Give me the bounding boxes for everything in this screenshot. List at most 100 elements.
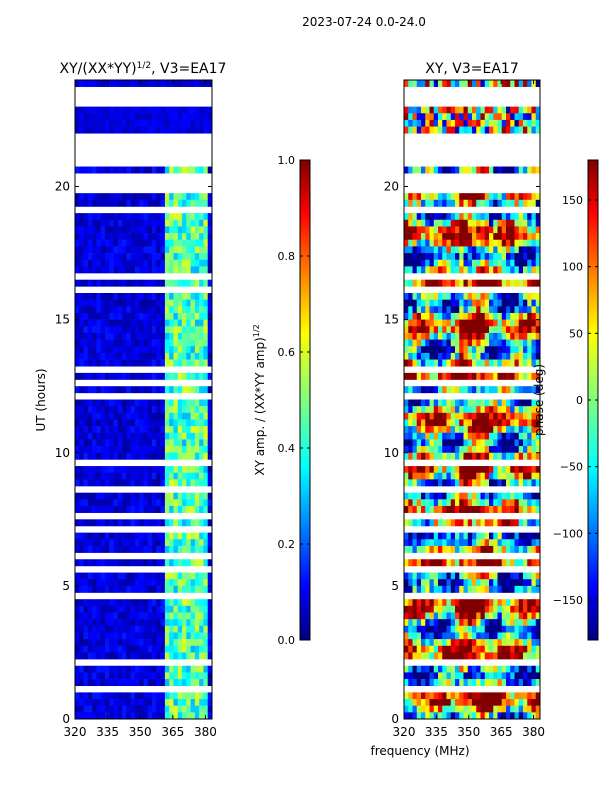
left-cell [79, 239, 84, 247]
left-cell [117, 652, 123, 660]
left-cell [190, 352, 196, 360]
right-cell [518, 219, 524, 227]
right-cell [446, 233, 452, 241]
left-cell [152, 612, 157, 620]
left-cell [92, 246, 97, 254]
right-cell [433, 632, 439, 640]
right-cell [408, 233, 413, 241]
right-cell [467, 266, 473, 274]
right-cell [463, 532, 469, 540]
left-cell [203, 233, 209, 241]
right-cell [425, 619, 430, 627]
left-cell [134, 426, 140, 434]
left-cell [177, 406, 183, 414]
right-cell [463, 193, 469, 201]
right-cell [501, 266, 507, 274]
right-cell [518, 432, 524, 440]
left-cell [156, 306, 161, 314]
right-cell [421, 672, 426, 680]
left-cell [173, 679, 179, 687]
right-cell [531, 612, 537, 620]
left-cell [177, 479, 183, 487]
right-cell [459, 472, 464, 480]
right-cell [535, 399, 541, 407]
left-cell [130, 705, 136, 713]
left-cell [199, 625, 204, 633]
right-cell [429, 506, 435, 513]
left-cell [182, 259, 187, 267]
right-cell [535, 519, 541, 527]
left-cell [194, 113, 200, 121]
left-cell [75, 559, 80, 567]
left-cell [134, 226, 140, 234]
right-cell [416, 406, 422, 414]
left-cell [203, 199, 209, 207]
right-cell [459, 279, 464, 287]
right-cell [497, 679, 503, 687]
right-cell [450, 585, 456, 593]
right-cell [425, 352, 430, 360]
right-cell [497, 193, 503, 201]
left-cell [96, 412, 101, 420]
right-cell [472, 599, 477, 607]
right-cell [497, 519, 503, 527]
left-cell [126, 119, 131, 127]
right-cell [408, 492, 413, 500]
right-cell [412, 466, 418, 474]
left-cell [152, 213, 157, 221]
right-cell [446, 432, 452, 440]
left-cell [79, 672, 84, 680]
left-cell [117, 126, 123, 134]
right-cell [472, 679, 477, 687]
right-cell [510, 692, 515, 700]
left-cell [139, 352, 144, 360]
left-cell [182, 372, 187, 380]
right-cell [412, 672, 418, 680]
right-cell [404, 585, 409, 593]
right-cell [416, 372, 422, 380]
left-cell [126, 645, 131, 653]
left-cell [152, 452, 157, 460]
right-cell [459, 492, 464, 500]
right-cell [421, 559, 426, 567]
left-cell [199, 219, 204, 227]
left-cell [199, 612, 204, 620]
right-cell [506, 619, 511, 627]
left-cell [109, 672, 114, 680]
right-cell [506, 226, 511, 234]
right-cell [429, 213, 435, 221]
left-cell [147, 299, 153, 307]
left-cell [156, 532, 161, 540]
right-cell [438, 246, 443, 254]
right-cell [412, 692, 418, 700]
right-cell [404, 519, 409, 527]
left-cell [207, 692, 213, 700]
left-cell [87, 332, 93, 340]
right-cell [467, 80, 473, 87]
right-cell [455, 359, 460, 367]
left-cell [182, 80, 187, 87]
right-cell [527, 199, 532, 207]
right-cell [421, 585, 426, 593]
left-cell [126, 639, 131, 647]
left-cell [113, 293, 119, 300]
right-cell [493, 472, 498, 480]
left-cell [104, 492, 110, 500]
left-cell [100, 506, 106, 513]
right-cell [531, 319, 537, 327]
left-cell [83, 545, 89, 553]
left-cell [139, 625, 144, 633]
left-cell [96, 519, 101, 527]
left-cell [160, 346, 166, 354]
right-cell [523, 559, 528, 567]
left-cell [126, 466, 131, 474]
right-cell [455, 499, 460, 507]
left-cell [134, 532, 140, 540]
left-cell [100, 306, 106, 314]
left-cell [186, 359, 191, 367]
right-cell [408, 119, 413, 127]
left-cell [126, 619, 131, 627]
left-cell [130, 532, 136, 540]
right-cell [472, 293, 477, 300]
right-cell [429, 492, 435, 500]
